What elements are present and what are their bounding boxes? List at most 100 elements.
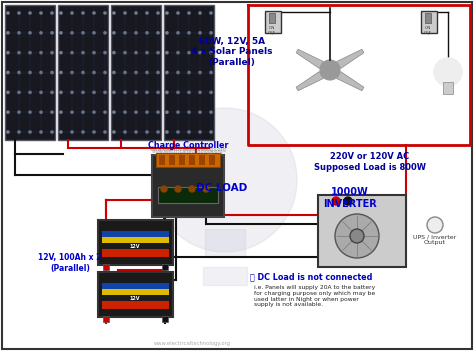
- Circle shape: [199, 91, 201, 93]
- Circle shape: [146, 71, 148, 74]
- Circle shape: [82, 71, 84, 74]
- Text: www.electricaltechnology.org: www.electricaltechnology.org: [154, 340, 230, 345]
- Circle shape: [18, 131, 20, 133]
- Circle shape: [332, 197, 340, 205]
- Bar: [203, 267, 247, 285]
- Circle shape: [104, 111, 106, 113]
- Bar: [425, 13, 431, 23]
- Circle shape: [157, 91, 159, 93]
- Circle shape: [199, 111, 201, 113]
- Circle shape: [113, 12, 115, 14]
- Circle shape: [210, 52, 212, 54]
- Bar: [159, 155, 165, 165]
- Circle shape: [124, 111, 126, 113]
- Circle shape: [166, 52, 168, 54]
- Circle shape: [60, 71, 62, 74]
- Bar: [169, 155, 175, 165]
- Text: Charge Controller: Charge Controller: [148, 141, 228, 150]
- Circle shape: [113, 71, 115, 74]
- Circle shape: [135, 91, 137, 93]
- Circle shape: [93, 32, 95, 34]
- Circle shape: [157, 71, 159, 74]
- Circle shape: [7, 71, 9, 74]
- Circle shape: [113, 32, 115, 34]
- Circle shape: [7, 32, 9, 34]
- Circle shape: [18, 52, 20, 54]
- Circle shape: [124, 91, 126, 93]
- Circle shape: [161, 186, 167, 192]
- Circle shape: [40, 12, 42, 14]
- Circle shape: [29, 32, 31, 34]
- Circle shape: [188, 71, 190, 74]
- Circle shape: [60, 52, 62, 54]
- Circle shape: [82, 91, 84, 93]
- Circle shape: [7, 52, 9, 54]
- Circle shape: [157, 131, 159, 133]
- Circle shape: [113, 91, 115, 93]
- Circle shape: [135, 131, 137, 133]
- Circle shape: [157, 52, 159, 54]
- Circle shape: [93, 111, 95, 113]
- Circle shape: [124, 52, 126, 54]
- Bar: [199, 155, 205, 165]
- Circle shape: [166, 111, 168, 113]
- Bar: [162, 316, 168, 322]
- Text: ⓘ DC Load is not connected: ⓘ DC Load is not connected: [250, 272, 373, 281]
- Bar: [58, 5, 108, 140]
- Bar: [98, 220, 173, 265]
- Circle shape: [18, 32, 20, 34]
- Circle shape: [60, 131, 62, 133]
- Circle shape: [199, 131, 201, 133]
- Polygon shape: [337, 72, 364, 91]
- Circle shape: [82, 111, 84, 113]
- Circle shape: [210, 12, 212, 14]
- Bar: [421, 11, 437, 33]
- Circle shape: [157, 111, 159, 113]
- Circle shape: [113, 111, 115, 113]
- Bar: [103, 264, 109, 270]
- Circle shape: [146, 12, 148, 14]
- Circle shape: [157, 12, 159, 14]
- Bar: [102, 240, 169, 249]
- Bar: [102, 236, 169, 243]
- Circle shape: [199, 12, 201, 14]
- Circle shape: [71, 71, 73, 74]
- Circle shape: [135, 111, 137, 113]
- Circle shape: [350, 229, 364, 243]
- Bar: [103, 316, 109, 322]
- Circle shape: [18, 12, 20, 14]
- Text: www.electricaltechnology.org: www.electricaltechnology.org: [152, 149, 224, 154]
- Circle shape: [29, 111, 31, 113]
- Circle shape: [7, 111, 9, 113]
- Bar: [318, 195, 406, 267]
- Bar: [102, 248, 169, 257]
- Circle shape: [135, 32, 137, 34]
- Circle shape: [188, 111, 190, 113]
- Circle shape: [29, 91, 31, 93]
- Circle shape: [60, 32, 62, 34]
- Circle shape: [188, 52, 190, 54]
- Circle shape: [113, 131, 115, 133]
- Circle shape: [335, 214, 379, 258]
- Bar: [162, 264, 168, 270]
- Bar: [164, 5, 214, 140]
- Circle shape: [157, 32, 159, 34]
- Text: 1000W
INVERTER: 1000W INVERTER: [323, 187, 377, 208]
- Circle shape: [71, 52, 73, 54]
- Polygon shape: [337, 49, 364, 68]
- Circle shape: [82, 52, 84, 54]
- Circle shape: [146, 111, 148, 113]
- Bar: [158, 187, 218, 203]
- Text: 12V: 12V: [130, 296, 140, 300]
- Circle shape: [29, 52, 31, 54]
- Circle shape: [166, 71, 168, 74]
- Circle shape: [7, 131, 9, 133]
- Circle shape: [60, 91, 62, 93]
- Circle shape: [188, 131, 190, 133]
- Circle shape: [135, 52, 137, 54]
- Circle shape: [427, 217, 443, 233]
- Circle shape: [29, 131, 31, 133]
- Circle shape: [71, 131, 73, 133]
- Circle shape: [104, 71, 106, 74]
- Bar: [111, 5, 161, 140]
